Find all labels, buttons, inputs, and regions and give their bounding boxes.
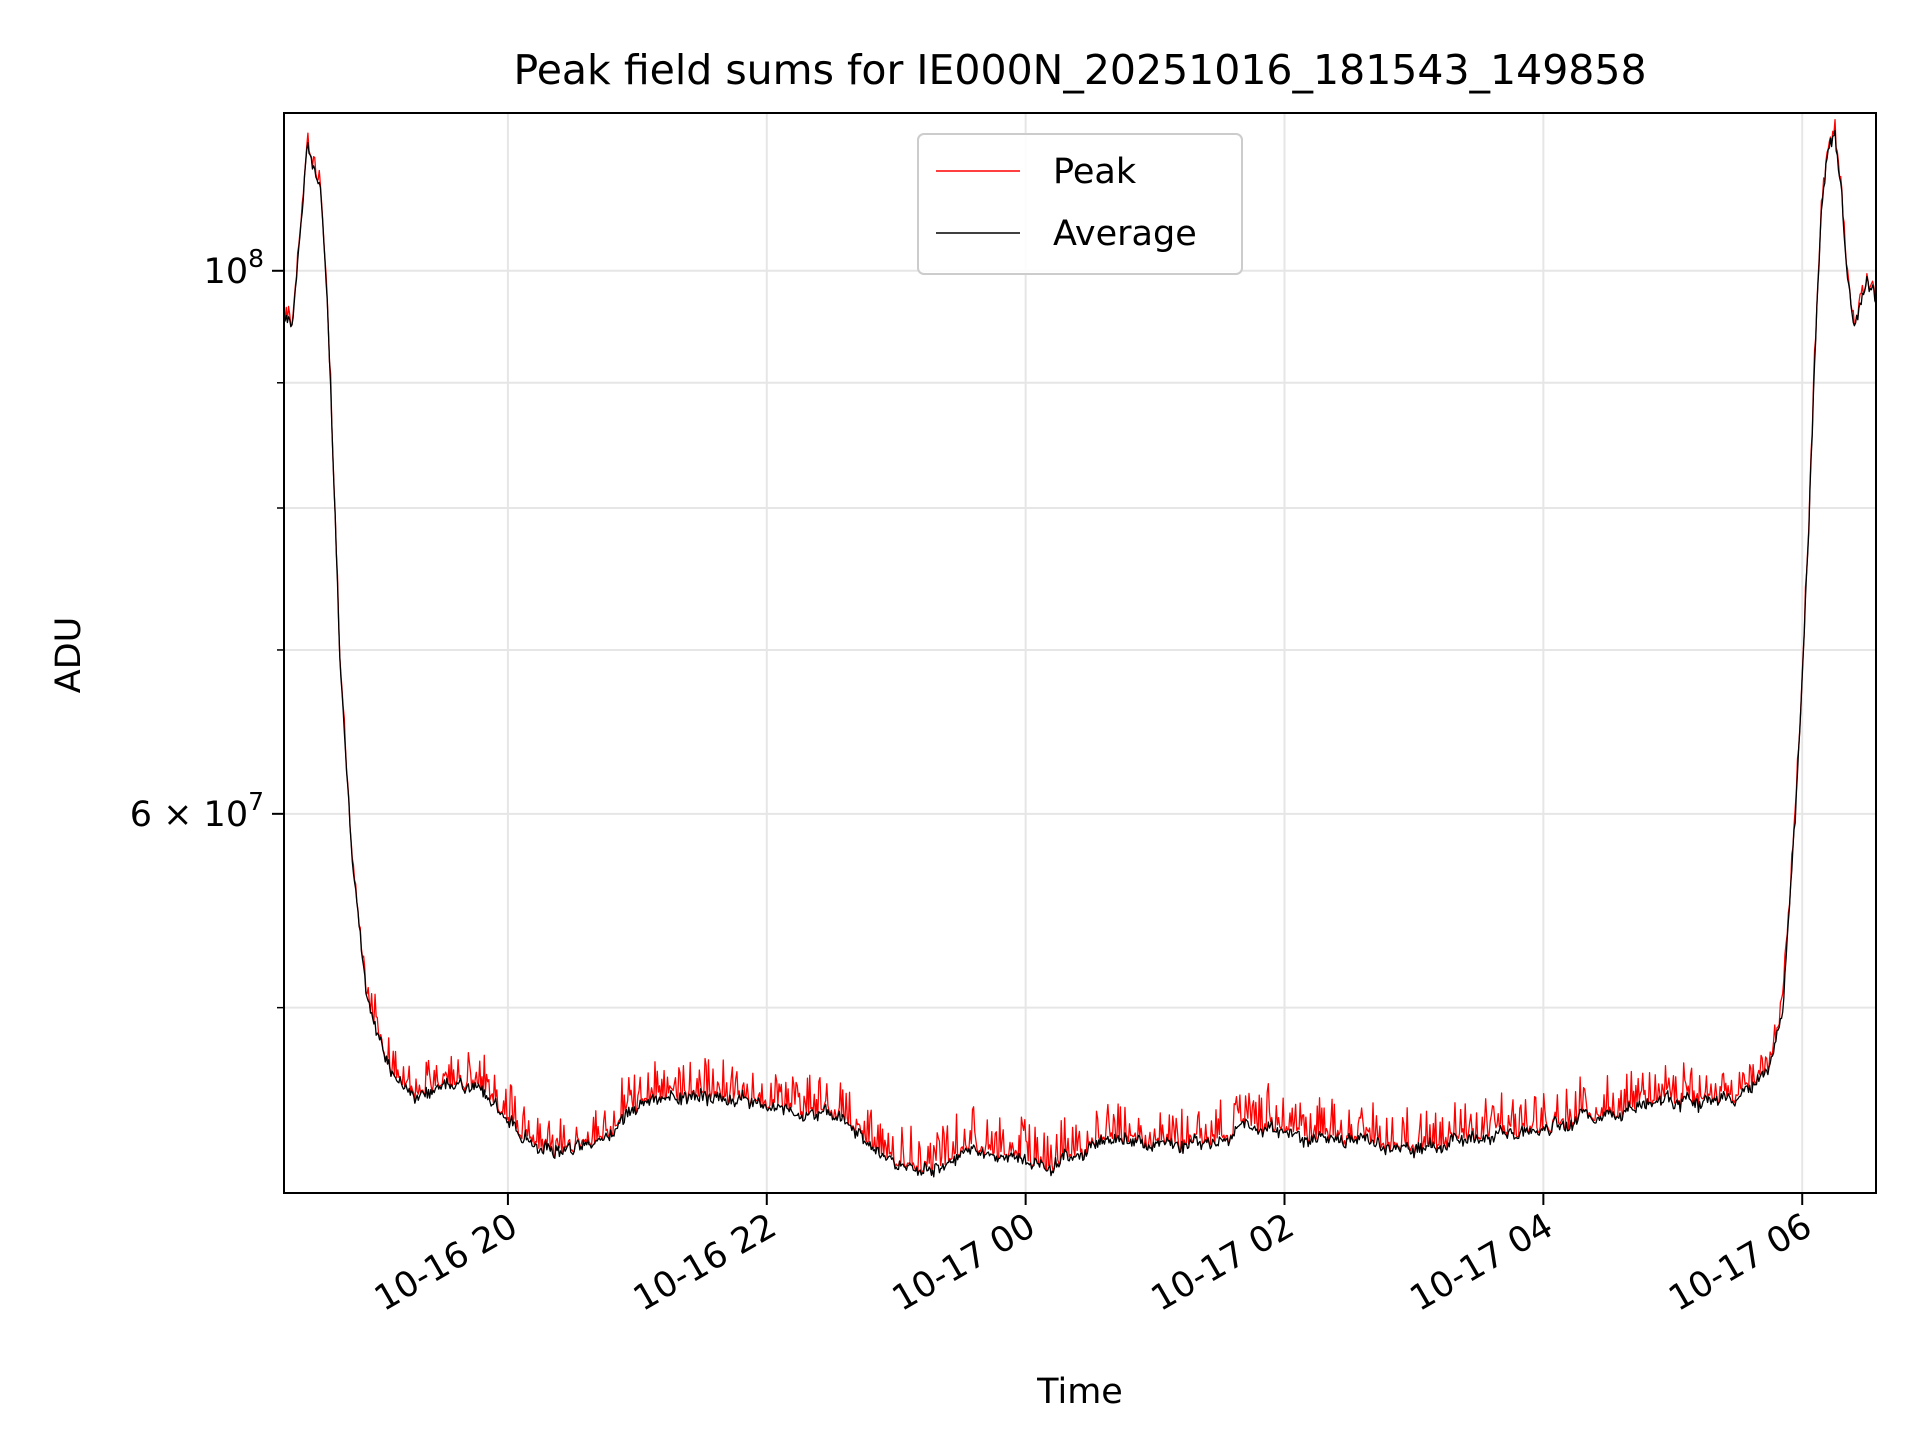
average-series-line (283, 129, 1877, 1178)
y-tick-label-base: 6 × 10 (130, 795, 248, 835)
y-tick-label: 108 (204, 244, 264, 292)
legend-box (917, 133, 1243, 275)
grid (284, 113, 1876, 1193)
chart-title: Peak field sums for IE000N_20251016_1815… (513, 46, 1646, 94)
y-axis-label: ADU (49, 617, 89, 694)
x-axis-label: Time (1036, 1372, 1123, 1412)
series-lines (283, 118, 1877, 1178)
legend-average-label: Average (1053, 214, 1197, 254)
legend-peak-label: Peak (1053, 152, 1137, 192)
plot-frame (283, 112, 1877, 1194)
y-tick-label: 6 × 107 (130, 787, 264, 835)
y-tick-label-base: 10 (204, 252, 249, 292)
legend: Peak Average (917, 133, 1243, 275)
y-tick-label-exponent: 7 (248, 787, 264, 816)
y-tick-label-exponent: 8 (248, 244, 264, 273)
peak-series-line (283, 118, 1877, 1176)
